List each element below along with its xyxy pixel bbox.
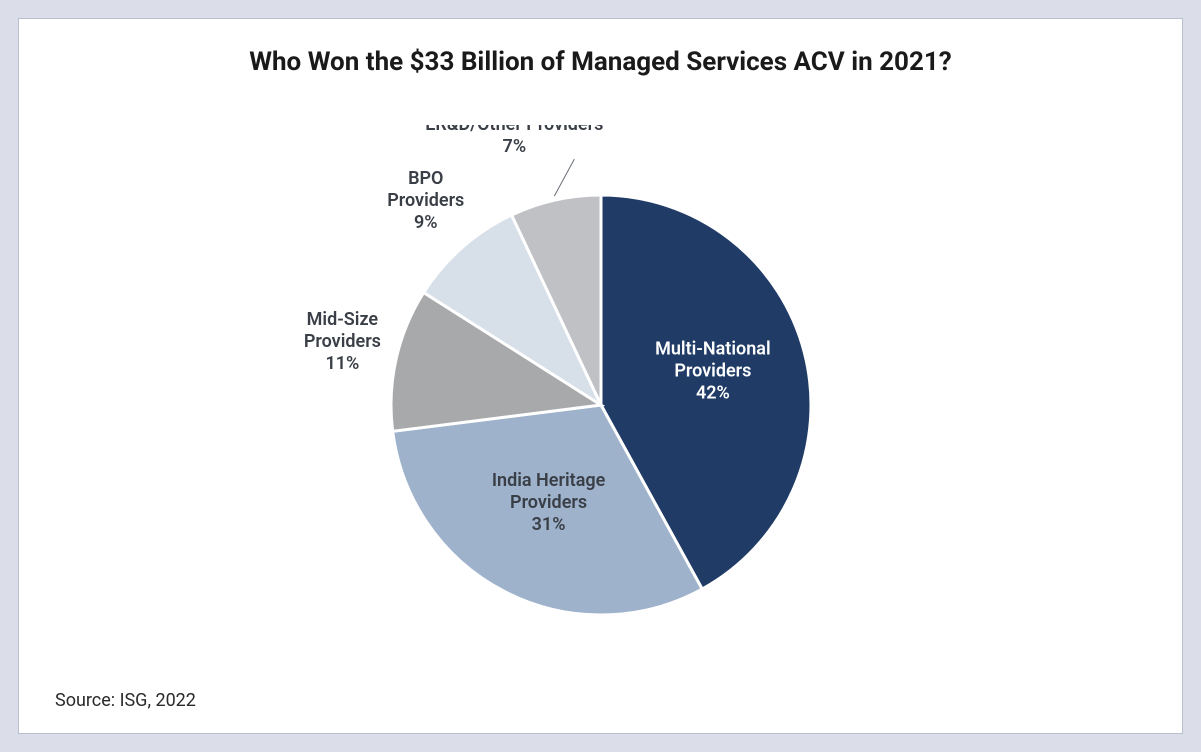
frame: Who Won the $33 Billion of Managed Servi…	[0, 0, 1201, 752]
slice-label: BPOProviders9%	[387, 168, 464, 233]
leader-line	[554, 159, 574, 196]
slice-label: Mid-SizeProviders11%	[303, 309, 380, 374]
slice-label: ER&D/Other Providers7%	[425, 125, 603, 157]
pie-chart: Multi-NationalProviders42%India Heritage…	[191, 125, 1011, 685]
chart-card: Who Won the $33 Billion of Managed Servi…	[18, 18, 1183, 734]
source-text: Source: ISG, 2022	[55, 690, 196, 711]
chart-title: Who Won the $33 Billion of Managed Servi…	[19, 47, 1182, 77]
